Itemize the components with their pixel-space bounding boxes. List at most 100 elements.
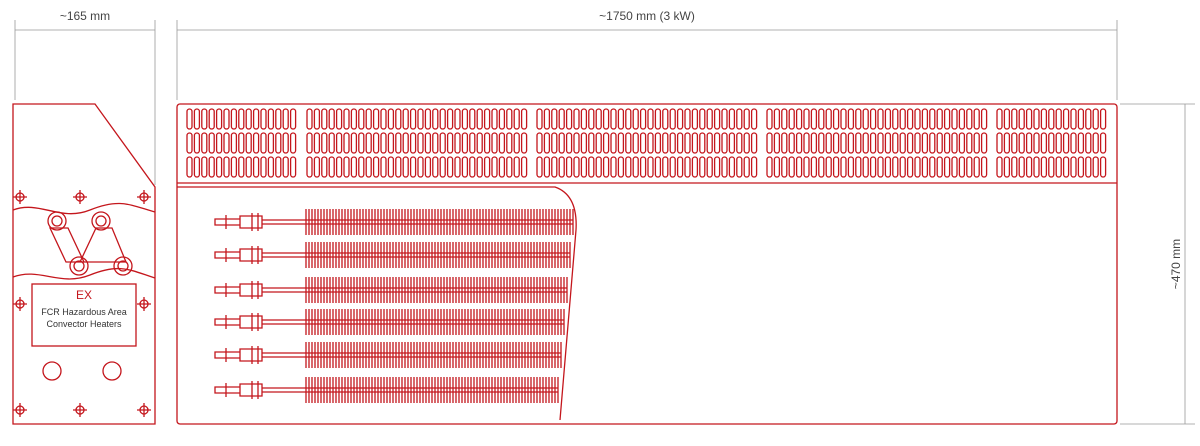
slot	[372, 156, 380, 178]
slot	[958, 156, 966, 178]
slot	[892, 132, 899, 154]
slot	[728, 156, 736, 178]
slot	[543, 156, 551, 178]
slot	[647, 156, 654, 178]
slot	[536, 156, 543, 178]
slot	[558, 132, 565, 154]
slot	[1011, 156, 1018, 178]
label-line: Convector Heaters	[46, 319, 122, 329]
slot	[513, 156, 520, 178]
slot	[906, 108, 914, 130]
slot	[469, 132, 476, 154]
slot	[454, 156, 461, 178]
slot	[906, 156, 914, 178]
slot	[951, 156, 958, 178]
slot	[595, 132, 602, 154]
slot	[252, 108, 260, 130]
slot	[350, 156, 358, 178]
slot	[632, 132, 639, 154]
slot	[647, 132, 654, 154]
slot	[573, 108, 580, 130]
slot	[402, 108, 409, 130]
slot	[654, 108, 662, 130]
rod-end	[225, 313, 259, 331]
slot	[1085, 132, 1092, 154]
fins	[305, 277, 568, 303]
slot	[513, 108, 520, 130]
slot	[781, 156, 788, 178]
slot	[766, 132, 773, 154]
slot	[869, 132, 877, 154]
slot	[1070, 108, 1077, 130]
slot	[208, 156, 215, 178]
slot	[230, 132, 238, 154]
slot	[610, 156, 617, 178]
slot	[335, 156, 343, 178]
side-panel	[12, 103, 156, 425]
slot	[699, 108, 706, 130]
slot	[483, 156, 491, 178]
slot	[267, 108, 275, 130]
slot	[855, 156, 862, 178]
slot	[321, 156, 328, 178]
bolt-cross	[13, 403, 27, 417]
slot	[223, 156, 230, 178]
slot	[372, 108, 380, 130]
slot	[1040, 156, 1048, 178]
slot	[595, 108, 602, 130]
slot	[840, 108, 847, 130]
slot	[365, 156, 372, 178]
slot	[245, 108, 252, 130]
slot	[536, 108, 543, 130]
slot	[454, 132, 461, 154]
slot	[1077, 132, 1085, 154]
vent-slots	[186, 108, 1107, 178]
slot	[365, 132, 372, 154]
bolt-cross	[137, 297, 151, 311]
slot	[424, 132, 432, 154]
slot	[1062, 108, 1070, 130]
slot	[380, 156, 387, 178]
slot	[306, 108, 313, 130]
slot	[409, 132, 417, 154]
slot	[498, 156, 506, 178]
slot	[1025, 132, 1033, 154]
slot	[491, 156, 498, 178]
slot	[483, 132, 491, 154]
slot	[899, 156, 906, 178]
slot	[684, 108, 691, 130]
slot	[513, 132, 520, 154]
slot	[943, 132, 951, 154]
slot	[306, 156, 313, 178]
bolt-cross	[73, 403, 87, 417]
slot	[432, 156, 439, 178]
slot	[921, 108, 929, 130]
slot	[773, 156, 781, 178]
slot	[498, 132, 506, 154]
slot	[943, 156, 951, 178]
slot	[238, 156, 245, 178]
slot	[1099, 108, 1107, 130]
slot	[825, 108, 832, 130]
slot	[201, 132, 208, 154]
slot	[395, 132, 402, 154]
slot	[1048, 132, 1055, 154]
slot	[906, 132, 914, 154]
slot	[223, 132, 230, 154]
slot	[343, 132, 350, 154]
slot	[313, 132, 321, 154]
slot	[1033, 132, 1040, 154]
slot	[840, 156, 847, 178]
slot	[973, 108, 980, 130]
slot	[966, 108, 973, 130]
main-body	[176, 103, 1118, 425]
slot	[862, 156, 869, 178]
slot	[193, 132, 201, 154]
slot	[921, 156, 929, 178]
slot	[728, 108, 736, 130]
slot	[580, 108, 588, 130]
slot	[350, 108, 358, 130]
slot	[818, 108, 825, 130]
slot	[580, 156, 588, 178]
slot	[595, 156, 602, 178]
